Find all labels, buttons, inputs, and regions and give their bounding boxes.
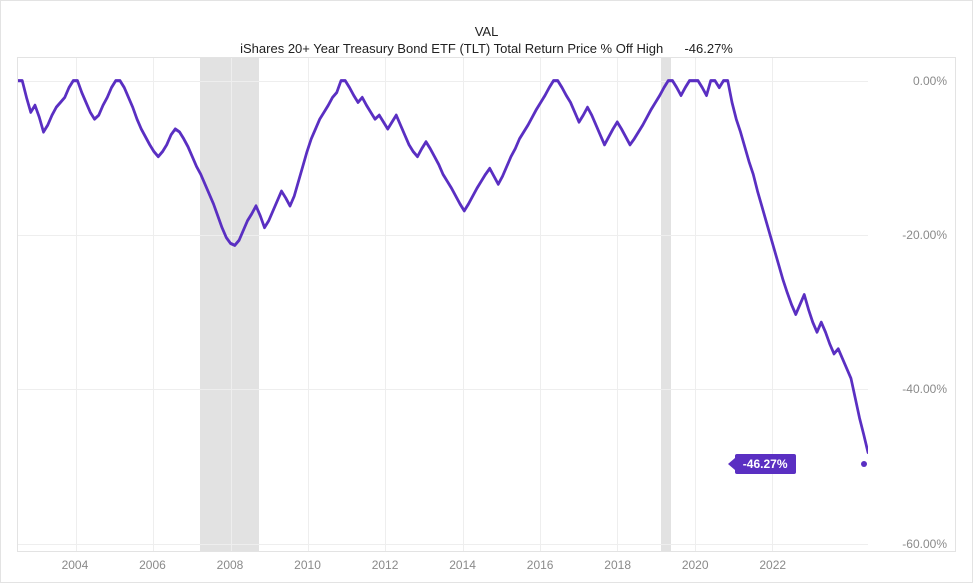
y-axis-labels: 0.00% -20.00% -40.00% -60.00% <box>868 58 955 551</box>
y-tick-0: 0.00% <box>913 74 947 88</box>
x-tick-2014: 2014 <box>449 558 476 572</box>
x-tick-2020: 2020 <box>682 558 709 572</box>
x-tick-2004: 2004 <box>62 558 89 572</box>
plot-container: 0.00% -20.00% -40.00% -60.00% -46.27% <box>17 57 956 552</box>
chart-title-text: iShares 20+ Year Treasury Bond ETF (TLT)… <box>240 41 663 56</box>
plot-area <box>18 58 868 551</box>
final-value-callout[interactable]: -46.27% <box>735 454 796 474</box>
tlt-drawdown-line-chart <box>18 58 868 551</box>
x-tick-2018: 2018 <box>604 558 631 572</box>
chart-header: placeholder VAL iShares 20+ Year Treasur… <box>1 1 972 58</box>
x-tick-2016: 2016 <box>527 558 554 572</box>
x-tick-2022: 2022 <box>759 558 786 572</box>
y-tick-60: -60.00% <box>902 537 947 551</box>
x-tick-2008: 2008 <box>217 558 244 572</box>
x-tick-2010: 2010 <box>294 558 321 572</box>
val-only-line: VAL <box>1 24 972 40</box>
val-row: placeholder <box>1 7 972 24</box>
end-point-marker <box>861 461 867 467</box>
y-tick-40: -40.00% <box>902 382 947 396</box>
title-and-value-line: iShares 20+ Year Treasury Bond ETF (TLT)… <box>1 40 972 58</box>
y-tick-20: -20.00% <box>902 228 947 242</box>
x-tick-2006: 2006 <box>139 558 166 572</box>
x-tick-2012: 2012 <box>372 558 399 572</box>
chart-final-value-text: -46.27% <box>684 41 732 56</box>
chart-frame: placeholder VAL iShares 20+ Year Treasur… <box>0 0 973 583</box>
x-axis-labels: 2004 2006 2008 2010 2012 2014 2016 2018 … <box>17 558 869 576</box>
